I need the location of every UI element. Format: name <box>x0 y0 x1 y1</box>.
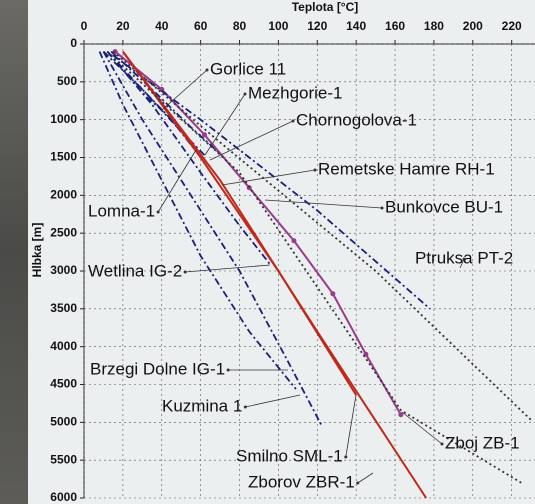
leader-dot <box>226 368 230 372</box>
annotation-label: Zboj ZB-1 <box>445 433 520 452</box>
series-line <box>106 50 272 266</box>
x-tick-label: 160 <box>385 19 405 33</box>
series-marker <box>291 238 297 244</box>
series-line <box>102 51 322 426</box>
y-tick-label: 5500 <box>50 452 77 466</box>
x-tick-label: 60 <box>194 19 208 33</box>
y-tick-label: 4500 <box>50 377 77 391</box>
x-tick-label: 200 <box>463 19 483 33</box>
leader-line <box>459 258 465 269</box>
series-marker <box>330 291 336 297</box>
y-tick-label: 5000 <box>50 415 77 429</box>
x-tick-label: 0 <box>81 19 88 33</box>
leader-line <box>264 199 383 209</box>
annotation-label: Lomna-1 <box>88 201 155 220</box>
y-tick-label: 3500 <box>50 301 77 315</box>
leader-dot <box>313 168 317 172</box>
annotation-label: Kuzmina 1 <box>162 396 242 415</box>
y-tick-label: 2500 <box>50 225 77 239</box>
leader-dot <box>462 257 466 261</box>
leader-line <box>209 120 294 161</box>
plot-panel <box>28 0 535 504</box>
leader-line <box>221 169 316 186</box>
leader-dot <box>183 270 187 274</box>
y-axis-title: Hlbka [m] <box>30 223 44 278</box>
x-tick-label: 20 <box>116 19 130 33</box>
x-tick-label: 120 <box>307 19 327 33</box>
leader-line <box>161 69 208 111</box>
x-tick-label: 220 <box>502 19 522 33</box>
y-tick-label: 0 <box>70 36 77 50</box>
series-line <box>98 51 297 390</box>
annotation-label: Mezhgorie-1 <box>248 83 343 102</box>
series-line <box>122 50 427 499</box>
leader-line <box>357 472 374 484</box>
x-tick-label: 100 <box>268 19 288 33</box>
series-line <box>106 50 522 484</box>
series-line <box>114 50 402 416</box>
x-tick-label: 180 <box>424 19 444 33</box>
leader-dot <box>380 206 384 210</box>
series-marker <box>398 412 404 418</box>
leader-dot <box>243 405 247 409</box>
annotation-label: Wetlina IG-2 <box>88 261 182 280</box>
x-axis-title: Teplota [°C] <box>292 0 359 14</box>
leader-line <box>345 394 357 458</box>
leader-line <box>185 264 271 273</box>
series-line <box>112 54 431 310</box>
leader-line <box>204 93 246 156</box>
y-tick-label: 1000 <box>50 112 77 126</box>
y-tick-label: 1500 <box>50 150 77 164</box>
y-tick-label: 3000 <box>50 263 77 277</box>
leader-dot <box>291 119 295 123</box>
leader-line <box>157 149 197 213</box>
leader-line <box>401 411 443 445</box>
leader-dot <box>243 92 247 96</box>
leader-line <box>245 394 301 408</box>
leader-dot <box>356 481 360 485</box>
annotation-label: Gorlice 11 <box>210 59 286 78</box>
y-tick-label: 4000 <box>50 339 77 353</box>
series-line <box>112 50 532 421</box>
leader-dot <box>344 455 348 459</box>
y-tick-label: 2000 <box>50 188 77 202</box>
leader-dot <box>440 442 444 446</box>
annotation-label: Smilno SML-1 <box>236 446 343 465</box>
annotation-label: Bunkovce BU-1 <box>385 197 503 216</box>
annotation-label: Zborov ZBR-1 <box>248 472 355 491</box>
annotation-label: Chornogolova-1 <box>296 110 417 129</box>
leader-dot <box>156 210 160 214</box>
y-tick-label: 500 <box>57 74 77 88</box>
x-tick-label: 40 <box>155 19 169 33</box>
x-tick-label: 140 <box>346 19 366 33</box>
x-tick-label: 80 <box>233 19 247 33</box>
annotation-label: Brzegi Dolne IG-1 <box>90 359 225 378</box>
series-marker <box>202 132 208 138</box>
y-tick-label: 6000 <box>50 490 77 504</box>
annotation-label: Remetske Hamre RH-1 <box>318 159 495 178</box>
leader-dot <box>205 68 209 72</box>
